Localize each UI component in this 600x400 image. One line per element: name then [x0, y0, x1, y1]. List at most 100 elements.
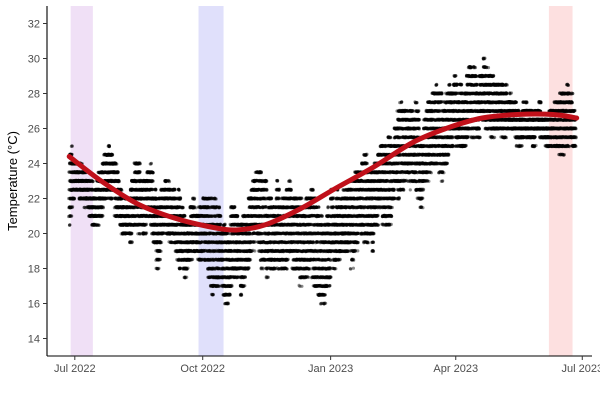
- data-point: [71, 170, 75, 174]
- data-point: [69, 161, 73, 165]
- data-point: [68, 205, 72, 209]
- data-point: [71, 170, 75, 174]
- data-point: [70, 188, 74, 192]
- data-point: [70, 179, 74, 183]
- data-point: [68, 223, 72, 227]
- data-point: [70, 196, 74, 200]
- data-point: [70, 171, 74, 175]
- data-point: [70, 196, 74, 200]
- data-point: [150, 170, 154, 174]
- data-point: [69, 161, 74, 165]
- data-point: [67, 223, 72, 227]
- data-point: [211, 293, 215, 297]
- data-point: [116, 170, 120, 174]
- data-point: [69, 205, 73, 209]
- data-point: [151, 179, 155, 183]
- data-point: [68, 170, 72, 174]
- shaded-regions: [70, 6, 573, 356]
- data-point: [70, 197, 75, 201]
- data-point: [69, 214, 73, 218]
- data-point: [69, 205, 73, 209]
- data-point: [71, 171, 75, 175]
- data-point: [68, 196, 72, 200]
- data-point: [68, 179, 72, 183]
- data-point: [97, 223, 101, 227]
- data-point: [180, 206, 184, 210]
- data-point: [70, 205, 74, 210]
- data-point: [67, 196, 71, 201]
- data-point: [69, 179, 73, 184]
- data-point: [67, 170, 71, 174]
- data-point: [71, 179, 75, 184]
- data-point: [68, 197, 72, 201]
- data-point: [69, 196, 73, 200]
- data-point: [68, 162, 72, 166]
- data-point: [130, 240, 134, 244]
- data-point: [69, 205, 73, 209]
- data-point: [137, 170, 141, 174]
- data-point: [69, 180, 73, 184]
- data-point: [70, 188, 74, 192]
- data-point: [71, 197, 75, 201]
- data-point: [70, 188, 74, 192]
- data-point: [71, 180, 75, 184]
- data-point: [191, 206, 195, 210]
- data-point: [71, 196, 75, 200]
- data-point: [70, 170, 74, 174]
- data-point: [68, 179, 72, 183]
- data-point: [70, 161, 74, 165]
- data-point: [68, 223, 72, 227]
- data-point: [68, 196, 72, 200]
- data-point: [68, 214, 72, 218]
- data-point: [68, 206, 72, 210]
- data-point: [68, 206, 72, 210]
- data-point: [70, 196, 74, 201]
- data-point: [71, 162, 75, 166]
- shaded-region-3: [548, 6, 573, 356]
- data-point: [68, 179, 72, 183]
- data-point: [107, 144, 111, 148]
- data-point: [110, 152, 114, 157]
- data-point: [71, 187, 75, 191]
- data-point: [70, 196, 74, 200]
- data-point: [67, 170, 71, 174]
- data-point: [159, 249, 163, 253]
- data-point: [185, 275, 189, 279]
- data-point: [69, 196, 73, 201]
- data-point: [68, 161, 73, 165]
- data-point: [70, 170, 74, 174]
- data-point: [68, 197, 72, 201]
- data-point: [109, 197, 113, 201]
- data-point: [71, 205, 75, 209]
- data-point: [68, 188, 72, 192]
- data-point: [137, 161, 141, 165]
- data-point: [71, 170, 75, 174]
- data-point: [70, 162, 74, 166]
- data-point: [177, 196, 181, 200]
- data-point: [70, 162, 74, 166]
- data-point: [70, 196, 74, 200]
- shaded-region-2: [198, 6, 224, 356]
- data-point: [70, 162, 74, 166]
- data-point: [177, 188, 181, 192]
- data-point: [116, 180, 120, 184]
- data-point: [114, 162, 118, 166]
- data-point: [69, 196, 73, 200]
- data-point: [68, 161, 72, 165]
- data-point: [69, 197, 73, 201]
- data-point: [67, 214, 71, 219]
- data-point: [191, 196, 195, 201]
- data-point: [101, 205, 105, 209]
- data-point: [69, 161, 73, 165]
- data-point: [69, 170, 73, 174]
- data-point: [69, 170, 73, 174]
- data-point: [67, 205, 71, 209]
- shaded-region-1: [70, 6, 93, 356]
- data-point: [177, 267, 182, 271]
- data-point: [166, 179, 170, 183]
- data-point: [158, 257, 162, 262]
- data-point: [153, 187, 157, 191]
- data-point: [68, 205, 72, 209]
- data-point: [70, 144, 74, 148]
